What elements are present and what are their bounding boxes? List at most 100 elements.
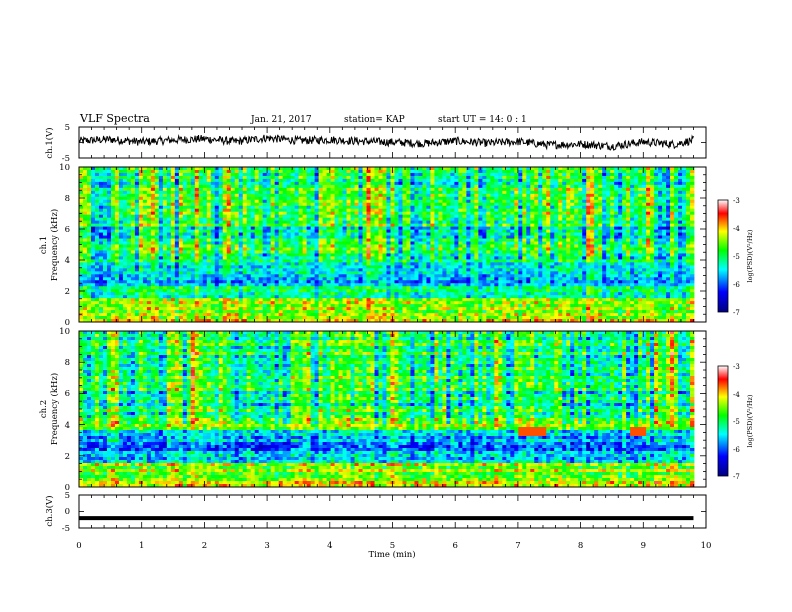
spectrogram-cell bbox=[258, 184, 264, 189]
spectrogram-cell bbox=[606, 220, 611, 225]
spectrogram-cell bbox=[114, 253, 120, 257]
spectrogram-cell bbox=[670, 226, 675, 230]
spectrogram-cell bbox=[434, 223, 439, 228]
spectrogram-cell bbox=[522, 193, 527, 198]
spectrogram-cell bbox=[110, 199, 116, 204]
spectrogram-cell bbox=[110, 232, 116, 236]
spectrogram-cell bbox=[98, 211, 104, 216]
spectrogram-cell bbox=[618, 235, 623, 239]
spectrogram-cell bbox=[542, 247, 547, 251]
spectrogram-cell bbox=[414, 181, 419, 186]
spectrogram-cell bbox=[270, 167, 276, 171]
spectrogram-cell bbox=[566, 199, 571, 204]
spectrogram-cell bbox=[634, 196, 639, 201]
spectrogram-cell bbox=[166, 238, 172, 242]
spectrogram-cell bbox=[574, 196, 579, 201]
spectrogram-cell bbox=[570, 169, 575, 174]
spectrogram-cell bbox=[686, 241, 691, 245]
spectrogram-cell bbox=[254, 235, 260, 239]
spectrogram-cell bbox=[226, 259, 232, 263]
spectrogram-cell bbox=[326, 250, 331, 254]
spectrogram-cell bbox=[162, 167, 168, 171]
spectrogram-cell bbox=[466, 247, 471, 251]
spectrogram-cell bbox=[150, 238, 156, 242]
spectrogram-cell bbox=[618, 184, 623, 189]
spectrogram-cell bbox=[258, 253, 264, 257]
spectrogram-cell bbox=[650, 241, 655, 245]
spectrogram-cell bbox=[98, 181, 104, 186]
spectrogram-cell bbox=[230, 226, 236, 230]
spectrogram-cell bbox=[482, 196, 487, 201]
spectrogram-cell bbox=[94, 235, 100, 239]
spectrogram-cell bbox=[130, 235, 136, 239]
spectrogram-cell bbox=[238, 187, 244, 192]
spectrogram-cell bbox=[522, 211, 527, 216]
spectrogram-cell bbox=[514, 187, 519, 192]
spectrogram-cell bbox=[422, 232, 427, 236]
spectrogram-cell bbox=[674, 190, 679, 195]
spectrogram-cell bbox=[350, 184, 355, 189]
spectrogram-cell bbox=[650, 214, 655, 219]
spectrogram-cell bbox=[482, 238, 487, 242]
spectrogram-cell bbox=[574, 193, 579, 198]
spectrogram-cell bbox=[102, 175, 108, 180]
spectrogram-cell bbox=[466, 229, 471, 233]
spectrogram-cell bbox=[366, 208, 371, 213]
spectrogram-cell bbox=[450, 193, 455, 198]
spectrogram-cell bbox=[578, 178, 583, 183]
spectrogram-cell bbox=[302, 235, 308, 239]
spectrogram-cell bbox=[190, 167, 196, 171]
spectrogram-cell bbox=[202, 226, 208, 230]
spectrogram-cell bbox=[226, 202, 232, 207]
spectrogram-cell bbox=[202, 172, 208, 177]
spectrogram-cell bbox=[110, 217, 116, 222]
spectrogram-cell bbox=[486, 169, 491, 174]
spectrogram-cell bbox=[122, 238, 128, 242]
spectrogram-cell bbox=[226, 235, 232, 239]
spectrogram-cell bbox=[502, 241, 507, 245]
spectrogram-cell bbox=[490, 235, 495, 239]
spectrogram-cell bbox=[150, 235, 156, 239]
spectrogram-cell bbox=[238, 253, 244, 257]
spectrogram-cell bbox=[98, 241, 104, 245]
spectrogram-cell bbox=[478, 181, 483, 186]
spectrogram-cell bbox=[330, 172, 335, 177]
spectrogram-cell bbox=[606, 167, 611, 171]
spectrogram-cell bbox=[658, 205, 663, 210]
spectrogram-cell bbox=[642, 223, 647, 228]
spectrogram-cell bbox=[110, 208, 116, 213]
spectrogram-cell bbox=[310, 244, 316, 248]
spectrogram-cell bbox=[346, 259, 351, 263]
spectrogram-cell bbox=[262, 190, 268, 195]
spectrogram-cell bbox=[398, 169, 403, 174]
spectrogram-cell bbox=[182, 229, 188, 233]
spectrogram-cell bbox=[106, 226, 112, 230]
spectrogram-cell bbox=[654, 184, 659, 189]
spectrogram-cell bbox=[442, 208, 447, 213]
spectrogram-cell bbox=[410, 259, 415, 263]
spectrogram-cell bbox=[286, 223, 292, 228]
spectrogram-cell bbox=[642, 175, 647, 180]
spectrogram-cell bbox=[362, 229, 367, 233]
spectrogram-cell bbox=[506, 202, 511, 207]
spectrogram-cell bbox=[690, 253, 695, 257]
spectrogram-cell bbox=[390, 202, 395, 207]
spectrogram-cell bbox=[478, 256, 483, 260]
spectrogram-cell bbox=[222, 244, 228, 248]
spectrogram-cell bbox=[206, 202, 212, 207]
spectrogram-cell bbox=[210, 259, 216, 263]
spectrogram-cell bbox=[94, 214, 100, 219]
spectrogram-cell bbox=[630, 244, 635, 248]
spectrogram-cell bbox=[586, 241, 591, 245]
spectrogram-cell bbox=[674, 241, 679, 245]
spectrogram-cell bbox=[618, 229, 623, 233]
spectrogram-cell bbox=[526, 202, 531, 207]
spectrogram-cell bbox=[662, 241, 667, 245]
spectrogram-cell bbox=[162, 184, 168, 189]
spectrogram-cell bbox=[490, 199, 495, 204]
spectrogram-cell bbox=[422, 193, 427, 198]
spectrogram-cell bbox=[222, 208, 228, 213]
spectrogram-cell bbox=[270, 211, 276, 216]
spectrogram-cell bbox=[518, 167, 523, 171]
ch1-waveform-xticks bbox=[78, 127, 707, 158]
